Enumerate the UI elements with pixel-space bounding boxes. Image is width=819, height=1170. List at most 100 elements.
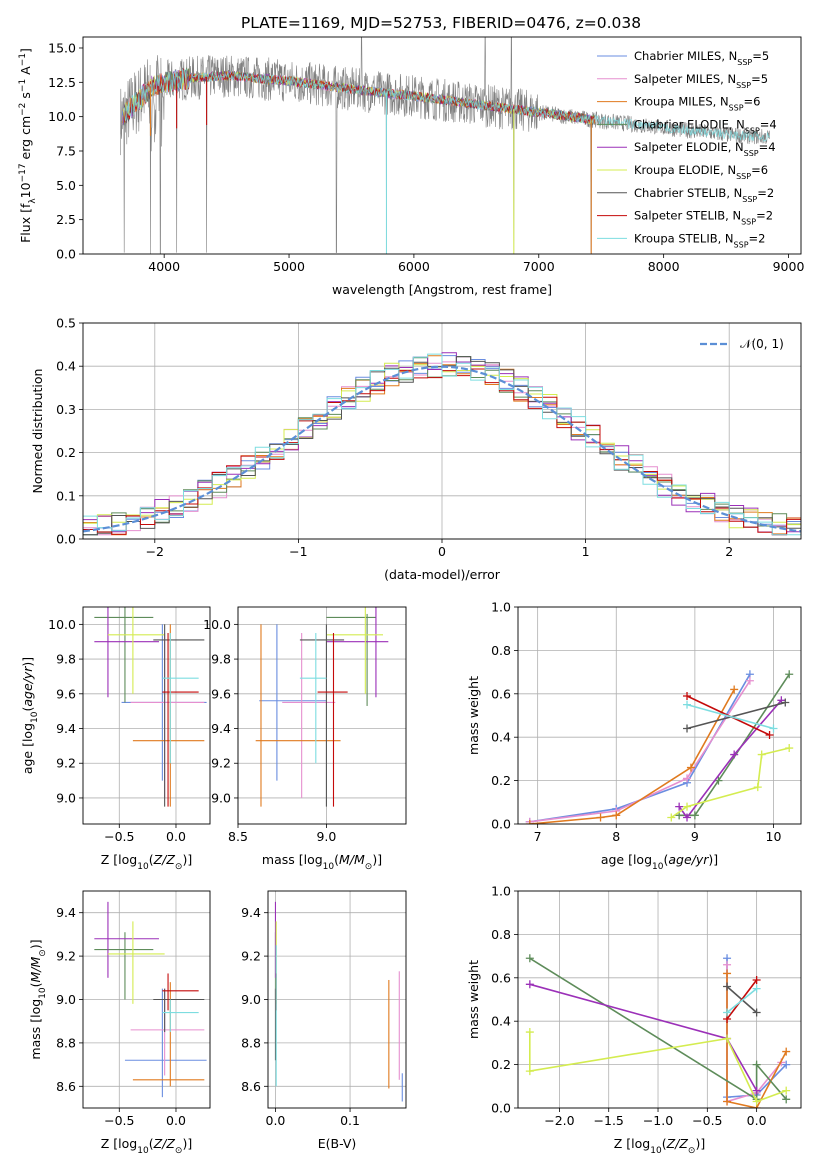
errorbar-5	[107, 921, 165, 1004]
axes-frame	[82, 322, 802, 540]
y-tick-label: 8.6	[241, 1079, 261, 1094]
weight-line	[726, 964, 782, 1103]
y-tick-label: 0.4	[491, 730, 511, 745]
label-part: ⊙	[365, 862, 373, 872]
weight-marker	[782, 1086, 791, 1095]
legend-eq: =	[751, 163, 761, 177]
label-part: erg cm	[18, 116, 33, 164]
legend-sub: SSP	[745, 126, 760, 135]
weight-marker	[723, 960, 732, 969]
label-part: age [log	[20, 723, 35, 774]
weight-series-1	[525, 676, 754, 824]
label-part: Z [log	[614, 1136, 650, 1151]
label-part: age [log	[601, 852, 652, 867]
weight-series-4	[525, 980, 761, 1095]
errorbar-6	[153, 988, 205, 1033]
x-tick-label: 0.0	[747, 1113, 767, 1128]
weight-marker	[752, 1008, 761, 1017]
plot-area	[525, 670, 794, 824]
label-part: ⊙	[688, 1146, 696, 1156]
legend-n: 5	[761, 72, 768, 86]
label-part: 10	[38, 987, 48, 999]
panel-mass_ebv: 0.0 0.1 8.6 8.8 9.0 9.2 9.4 E(B-V)	[241, 890, 407, 1151]
y-tick-label: 9.2	[241, 949, 261, 964]
plot-area	[120, 37, 771, 254]
axes: −0.5 0.09.09.29.49.69.810.0Z [log10(Z/Z⊙)…	[20, 606, 211, 872]
errorbar-8	[299, 633, 327, 764]
legend-eq: =	[752, 49, 762, 63]
errorbar-4	[94, 607, 159, 698]
legend-sub: SSP	[741, 217, 756, 226]
weight-marker	[752, 975, 761, 984]
weight-marker	[752, 1097, 761, 1106]
y-tick-label: 9.6	[56, 686, 76, 701]
label-part: age/yr	[20, 666, 35, 707]
label-part: )]	[182, 1136, 192, 1151]
label-part: 10	[137, 862, 149, 872]
y-tick-label: 10.0	[48, 109, 76, 124]
axes: 4000 5000 6000 7000 8000 9000 0.0 2.5 5.0 7.5 10.0…	[18, 36, 804, 297]
errorbar-0	[259, 624, 327, 781]
legend-n: 5	[762, 49, 769, 63]
x-tick-label: 6000	[398, 259, 430, 274]
y-tick-label: 0.3	[56, 402, 76, 417]
weight-marker	[690, 811, 699, 820]
weight-marker	[723, 1097, 732, 1106]
plot-area	[274, 901, 403, 1102]
label-part: ⊙	[175, 862, 183, 872]
axes-frame	[82, 606, 211, 825]
y-tick-label: 0.4	[56, 359, 76, 374]
y-tick-label: 0.2	[56, 445, 76, 460]
x-tick-label: 0.0	[166, 1113, 186, 1128]
weight-marker	[782, 1095, 791, 1104]
label-part: 10	[652, 862, 664, 872]
label-part: (	[149, 1136, 154, 1151]
weight-line	[529, 983, 758, 1091]
legend-entry: 𝒩(0, 1)	[740, 337, 784, 351]
y-tick-label: 9.4	[56, 905, 76, 920]
y-tick-label: 8.8	[241, 1035, 261, 1050]
weight-marker	[683, 700, 692, 709]
errorbar-8	[162, 633, 199, 764]
plot-area	[94, 607, 207, 807]
weight-marker	[525, 954, 534, 963]
weight-marker	[596, 813, 605, 822]
weight-series-8	[683, 700, 778, 733]
label-part: Flux [f	[18, 203, 33, 243]
weight-series-5	[525, 1028, 791, 1106]
weight-series-8	[723, 984, 761, 1017]
x-tick-label: 0.0	[266, 1113, 286, 1128]
x-tick-label: −2	[146, 544, 164, 559]
axes-frame	[82, 36, 802, 255]
x-tick-label: 0.1	[340, 1113, 360, 1128]
errorbar-2	[255, 624, 341, 807]
y-tick-label: 9.4	[211, 721, 231, 736]
y-axis-label: mass weight	[466, 676, 481, 755]
weight-series-5	[667, 744, 794, 822]
weight-marker	[730, 685, 739, 694]
label-part: −2	[18, 103, 28, 116]
legend-n: 2	[766, 209, 773, 223]
weight-marker	[752, 984, 761, 993]
weight-marker	[745, 676, 754, 685]
x-tick-label: 0.0	[166, 829, 186, 844]
weight-line	[529, 957, 787, 1101]
label-part: ⊙	[38, 949, 48, 957]
errorbar-5	[107, 607, 165, 694]
label-part: Z [log	[101, 852, 137, 867]
y-axis-label: Normed distribution	[30, 369, 45, 494]
y-tick-label: 9.0	[56, 790, 76, 805]
y-tick-label: 2.5	[56, 212, 76, 227]
y-tick-label: 0.8	[491, 643, 511, 658]
weight-line	[726, 979, 758, 1020]
y-tick-label: 9.2	[56, 756, 76, 771]
y-tick-label: 5.0	[56, 178, 76, 193]
weight-marker	[785, 744, 794, 753]
label-part: −17	[18, 163, 28, 182]
legend-entry-0: Chabrier MILES, NSSP=5	[634, 49, 769, 67]
panel-mass_metal: −0.5 0.08.68.89.09.29.4Z [log10(Z/Z⊙)]mas…	[28, 890, 211, 1156]
x-tick-label: −2.0	[544, 1113, 574, 1128]
label-part: ⊙	[175, 1146, 183, 1156]
legend-name: Chabrier MILES, N	[634, 49, 737, 63]
